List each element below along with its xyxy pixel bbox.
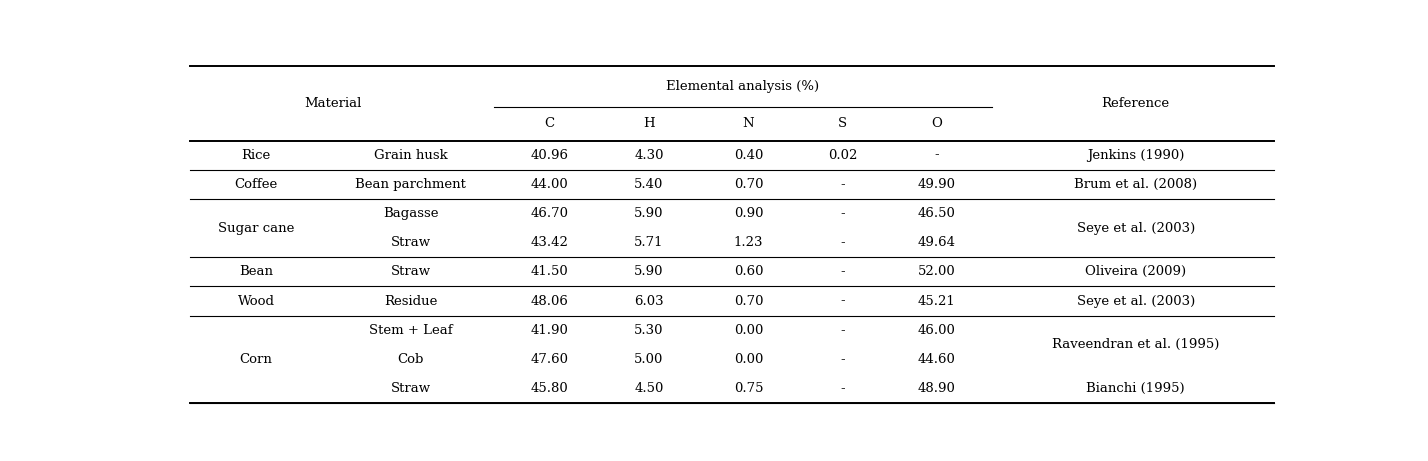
Text: Rice: Rice [241,148,270,162]
Text: -: - [840,382,845,395]
Text: 0.75: 0.75 [734,382,763,395]
Text: 45.80: 45.80 [530,382,568,395]
Text: 5.90: 5.90 [634,207,664,220]
Text: Straw: Straw [391,236,431,249]
Text: 5.71: 5.71 [634,236,664,249]
Text: 43.42: 43.42 [530,236,568,249]
Text: Bianchi (1995): Bianchi (1995) [1087,382,1185,395]
Text: 46.00: 46.00 [918,324,955,337]
Text: 0.70: 0.70 [734,295,763,307]
Text: N: N [743,117,754,130]
Text: 5.90: 5.90 [634,266,664,278]
Text: -: - [840,178,845,191]
Text: Bean: Bean [238,266,273,278]
Text: 46.70: 46.70 [530,207,568,220]
Text: Wood: Wood [237,295,274,307]
Text: 48.90: 48.90 [918,382,955,395]
Text: 0.02: 0.02 [828,148,857,162]
Text: 45.21: 45.21 [918,295,955,307]
Text: -: - [840,295,845,307]
Text: Stem + Leaf: Stem + Leaf [368,324,453,337]
Text: -: - [840,236,845,249]
Text: Elemental analysis (%): Elemental analysis (%) [667,80,820,93]
Text: 4.30: 4.30 [634,148,664,162]
Text: -: - [840,207,845,220]
Text: Bagasse: Bagasse [383,207,438,220]
Text: H: H [643,117,654,130]
Text: 44.60: 44.60 [918,353,955,366]
Text: Grain husk: Grain husk [374,148,448,162]
Text: Seye et al. (2003): Seye et al. (2003) [1077,222,1195,235]
Text: 41.90: 41.90 [530,324,568,337]
Text: S: S [838,117,847,130]
Text: 41.50: 41.50 [530,266,568,278]
Text: 0.40: 0.40 [734,148,763,162]
Text: Seye et al. (2003): Seye et al. (2003) [1077,295,1195,307]
Text: C: C [544,117,554,130]
Text: Coffee: Coffee [234,178,277,191]
Text: Cob: Cob [398,353,424,366]
Text: 52.00: 52.00 [918,266,955,278]
Text: -: - [840,324,845,337]
Text: -: - [934,148,938,162]
Text: 1.23: 1.23 [734,236,763,249]
Text: -: - [840,353,845,366]
Text: O: O [931,117,942,130]
Text: Material: Material [304,97,363,110]
Text: 44.00: 44.00 [530,178,568,191]
Text: Oliveira (2009): Oliveira (2009) [1085,266,1187,278]
Text: 5.00: 5.00 [634,353,664,366]
Text: Bean parchment: Bean parchment [356,178,467,191]
Text: 5.30: 5.30 [634,324,664,337]
Text: Sugar cane: Sugar cane [218,222,294,235]
Text: 46.50: 46.50 [918,207,955,220]
Text: 49.90: 49.90 [918,178,955,191]
Text: Corn: Corn [240,353,273,366]
Text: Brum et al. (2008): Brum et al. (2008) [1074,178,1197,191]
Text: Residue: Residue [384,295,437,307]
Text: 0.00: 0.00 [734,353,763,366]
Text: 0.90: 0.90 [734,207,763,220]
Text: 6.03: 6.03 [634,295,664,307]
Text: -: - [840,266,845,278]
Text: Raveendran et al. (1995): Raveendran et al. (1995) [1052,338,1220,351]
Text: 5.40: 5.40 [634,178,664,191]
Text: Straw: Straw [391,382,431,395]
Text: 0.70: 0.70 [734,178,763,191]
Text: 0.00: 0.00 [734,324,763,337]
Text: 4.50: 4.50 [634,382,664,395]
Text: 49.64: 49.64 [918,236,955,249]
Text: Straw: Straw [391,266,431,278]
Text: 48.06: 48.06 [530,295,568,307]
Text: 40.96: 40.96 [530,148,568,162]
Text: 0.60: 0.60 [734,266,763,278]
Text: Jenkins (1990): Jenkins (1990) [1087,148,1184,162]
Text: Reference: Reference [1102,97,1170,110]
Text: 47.60: 47.60 [530,353,568,366]
